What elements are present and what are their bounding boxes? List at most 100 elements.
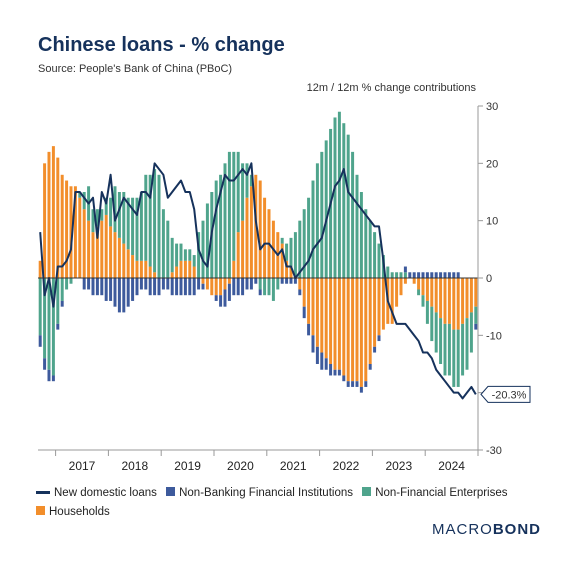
chart-title: Chinese loans - % change [38,34,285,56]
bar-segment [439,272,443,278]
bar-segment [113,232,117,278]
bar-segment [227,283,231,301]
bar-segment [91,232,95,278]
macrobond-logo: MACROBOND [432,521,541,538]
bar-segment [364,381,368,387]
bar-segment [38,335,42,347]
bar-segment [241,278,245,296]
bar-segment [263,197,267,278]
bar-segment [43,278,47,359]
bar-segment [452,272,456,278]
bar-segment [214,278,218,296]
bar-segment [192,278,196,296]
bar-segment [78,192,82,198]
bar-segment [364,209,368,278]
bar-segment [443,323,447,376]
bar-segment [254,278,258,284]
bar-segment [175,243,179,267]
bar-segment [434,272,438,278]
bar-segment [170,237,174,273]
chart-axes: 3020100-10-20-30201720182019202020212022… [38,101,531,473]
chart-svg: 3020100-10-20-30201720182019202020212022… [38,101,531,473]
bar-segment [355,174,359,278]
x-tick-label: 2020 [227,459,254,473]
bar-segment [201,220,205,278]
bar-segment [425,278,429,301]
bar-segment [47,151,51,278]
bar-segment [104,214,108,278]
bar-segment [258,289,262,296]
legend-label-nfe: Non-Financial Enterprises [375,487,508,499]
bar-segment [443,272,447,278]
bar-segment [100,209,104,221]
bar-segment [311,278,315,336]
bar-segment [122,243,126,278]
bar-segment [315,278,319,347]
bar-segment [315,346,319,364]
bar-segment [439,318,443,364]
bar-segment [289,278,293,284]
bar-segment [192,266,196,278]
bar-segment [65,180,69,278]
bar-segment [95,226,99,278]
x-tick-label: 2018 [121,459,148,473]
bar-segment [447,323,451,376]
bar-segment [447,278,451,324]
bar-segment [324,278,328,359]
bar-segment [175,278,179,296]
y-tick-label: -30 [486,445,502,457]
bar-segment [148,266,152,278]
bar-segment [131,278,135,301]
legend-item-nfe: Non-Financial Enterprises [362,484,508,503]
bar-segment [104,278,108,301]
bar-segment [417,272,421,278]
bar-segment [324,140,328,278]
bar-segment [104,197,108,215]
bar-segment [320,352,324,370]
bar-segment [214,180,218,278]
bar-segment [285,278,289,284]
bar-segment [280,237,284,244]
bar-segment [368,364,372,370]
bar-segment [307,323,311,336]
bar-segment [197,278,201,290]
bar-segment [192,255,196,267]
bar-segment [329,278,333,364]
bar-segment [395,278,399,307]
bar-segment [474,278,478,307]
bar-segment [170,278,174,296]
legend-swatch-nfe [362,487,372,497]
bar-segment [82,209,86,278]
bar-segment [249,174,253,187]
bar-segment [78,197,82,278]
bar-segment [430,306,434,342]
bar-segment [412,272,416,278]
bar-segment [443,278,447,324]
bar-segment [179,260,183,278]
bar-segment [474,323,478,330]
bar-segment [430,272,434,278]
bar-segment [390,272,394,278]
bar-segment [403,272,407,278]
bar-segment [417,278,421,290]
legend-swatch-new-domestic-loans [36,491,50,495]
bar-segment [320,151,324,278]
bar-segment [373,346,377,353]
bar-segment [263,278,267,296]
bar-segment [232,278,236,296]
line-new-domestic-loans [39,162,477,400]
bar-segment [293,232,297,278]
bar-segment [95,209,99,227]
bar-segment [65,278,69,290]
bar-segment [153,278,157,296]
bar-segment [95,278,99,296]
bar-segment [373,232,377,278]
bar-segment [403,278,407,284]
bar-segment [337,278,341,370]
bar-segment [236,278,240,296]
bar-segment [60,300,64,307]
bar-segment [399,272,403,278]
bar-segment [43,163,47,278]
bar-segment [469,312,473,353]
bar-segment [188,260,192,278]
